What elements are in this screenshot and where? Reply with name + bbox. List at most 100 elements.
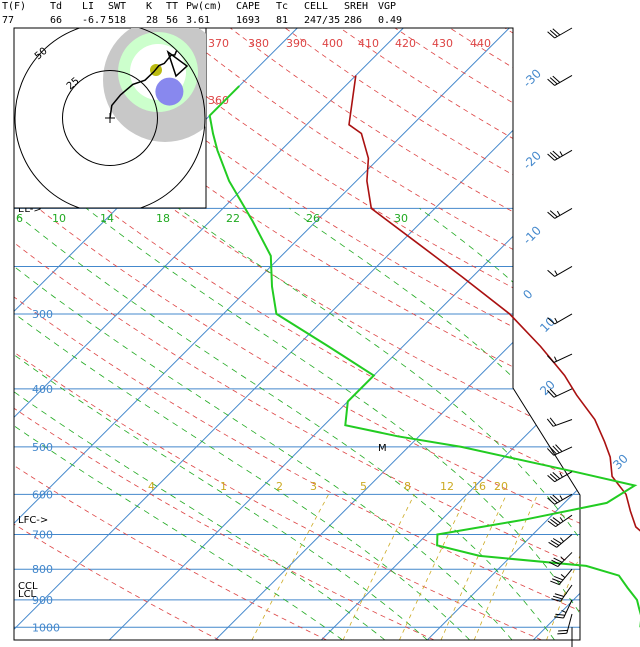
isotherm-line	[532, 28, 580, 640]
wind-barb	[546, 388, 573, 398]
theta-e-label: 6	[16, 212, 23, 225]
param-value-11: 0.49	[378, 15, 403, 26]
wind-barb-feather	[555, 613, 565, 616]
param-value-3: 518	[108, 15, 127, 26]
wind-barb	[547, 207, 573, 219]
param-label-11: VGP	[378, 1, 397, 12]
theta-label: 440	[470, 37, 491, 50]
wind-barb-feather	[547, 269, 556, 277]
wind-barb-staff	[566, 613, 573, 634]
wind-barb-feather	[553, 595, 563, 600]
wind-barb-feather	[552, 472, 561, 480]
isotherm-label: 30	[610, 451, 631, 472]
pressure-label: 500	[32, 441, 53, 454]
theta-e-label: 14	[100, 212, 114, 225]
param-label-4: K	[146, 1, 153, 12]
wind-barb-feather	[549, 388, 557, 397]
level-marker-label: CCL	[18, 581, 38, 592]
pressure-label: 700	[32, 528, 53, 541]
dry-adiabat	[14, 28, 580, 640]
wind-barb-staff	[563, 599, 573, 619]
wind-barb	[547, 266, 573, 277]
param-value-7: 1693	[236, 15, 261, 26]
moist-adiabat	[14, 266, 386, 640]
theta-label: 360	[208, 94, 229, 107]
wind-barb-feather	[551, 598, 561, 602]
wind-barb-feather	[560, 556, 565, 561]
wind-barb	[547, 75, 573, 86]
mixing-ratio-line	[399, 494, 468, 640]
mixing-ratio-label: 2	[276, 480, 283, 493]
param-label-0: T(F)	[2, 1, 27, 12]
wind-barb-staff	[554, 75, 573, 86]
wind-barb-feather	[546, 418, 554, 427]
wind-barb-staff	[553, 353, 573, 363]
mixing-ratio-label: 1	[220, 480, 227, 493]
dry-adiabat	[14, 28, 542, 640]
wind-barb-feather	[547, 520, 556, 528]
wind-barb	[547, 471, 573, 483]
wind-barb-feather	[554, 270, 558, 276]
storm-motion-marker	[155, 77, 184, 106]
wind-barb-feather	[552, 578, 562, 583]
wind-barb-feather	[549, 446, 557, 455]
wind-barb	[557, 613, 573, 635]
theta-label: 390	[286, 37, 307, 50]
wind-barb-feather	[559, 537, 564, 542]
param-value-2: -6.7	[82, 15, 107, 26]
wind-barb-feather	[559, 472, 563, 478]
param-label-5: TT	[166, 1, 179, 12]
wind-barb-feather	[559, 151, 563, 157]
wind-barb-feather	[554, 317, 558, 323]
isotherm-label: 20	[537, 377, 558, 398]
theta-label: 370	[208, 37, 229, 50]
mixing-ratio-line	[546, 494, 580, 640]
wind-barb-staff	[555, 514, 573, 528]
wind-barb-feather	[550, 518, 559, 526]
dry-adiabat	[339, 28, 580, 640]
moist-adiabat	[86, 208, 580, 640]
wind-barb-feather	[555, 444, 563, 452]
wind-barb-feather	[558, 629, 568, 632]
wind-barb-staff	[558, 568, 573, 585]
moist-adiabat	[14, 286, 343, 640]
wind-barb-feather	[546, 355, 555, 363]
mixing-ratio-label: 16	[472, 480, 486, 493]
theta-e-label: 22	[226, 212, 240, 225]
wind-barb-feather	[552, 75, 561, 83]
dry-adiabat	[14, 28, 580, 640]
wind-barb-staff	[554, 493, 573, 505]
wind-barb-staff	[556, 534, 573, 548]
param-value-10: 286	[344, 15, 363, 26]
param-value-0: 77	[2, 15, 15, 26]
wind-barb-feather	[551, 559, 561, 565]
isotherm-line	[214, 28, 580, 640]
wind-barb-feather	[548, 541, 557, 548]
dry-adiabat	[230, 28, 580, 640]
param-value-5: 56	[166, 15, 179, 26]
wind-barb-feather	[549, 496, 558, 504]
wind-barb	[547, 27, 573, 39]
param-value-8: 81	[276, 15, 289, 26]
temperature-profile	[348, 75, 640, 532]
param-label-9: CELL	[304, 1, 329, 12]
moist-adiabat	[14, 208, 555, 640]
theta-label: 410	[358, 37, 379, 50]
wind-barb-feather	[547, 211, 556, 219]
wind-barb-feather	[549, 77, 558, 85]
sounding-parameters-header: T(F) Td LI SWT K TT Pw(cm) CAPE Tc CELL SREH VGP 77 6…	[0, 0, 640, 28]
isotherm-line	[14, 28, 510, 640]
isotherm-label: -10	[520, 223, 544, 247]
pressure-label: 900	[32, 594, 53, 607]
theta-e-label: 30	[394, 212, 408, 225]
diagram-frame	[13, 27, 581, 641]
wind-barb	[547, 493, 573, 505]
param-value-6: 3.61	[186, 15, 211, 26]
pressure-label: 600	[32, 488, 53, 501]
isotherm-label: -20	[520, 148, 544, 172]
mixing-ratio-line	[612, 494, 640, 640]
wind-barb	[549, 552, 573, 568]
wind-barb-feather	[554, 593, 565, 597]
mixing-ratio-label: 3	[310, 480, 317, 493]
